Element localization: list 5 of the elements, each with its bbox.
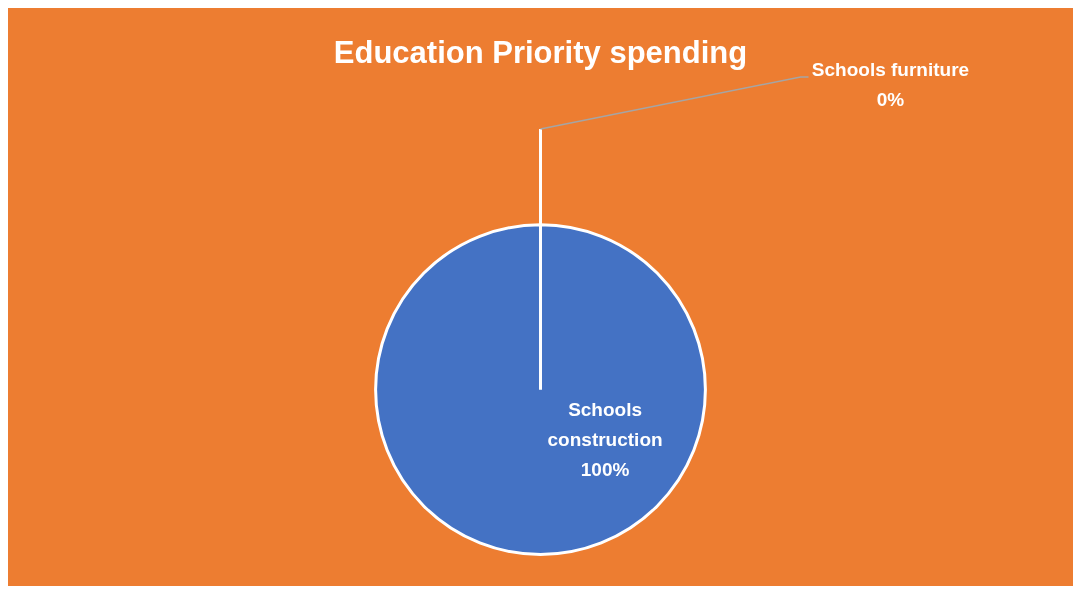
text: 0% — [876, 89, 905, 111]
chart-title: Education Priority spending — [333, 35, 748, 71]
slice-label: Schools construction — [547, 399, 663, 451]
data-label: 100% — [580, 459, 630, 481]
category-label: Schools furniture — [811, 59, 970, 81]
